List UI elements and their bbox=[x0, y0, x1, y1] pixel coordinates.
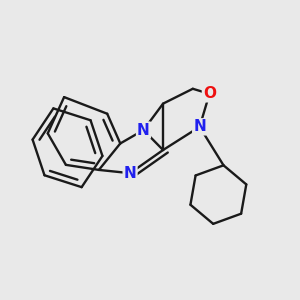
Text: N: N bbox=[124, 166, 136, 181]
Text: N: N bbox=[137, 123, 150, 138]
Text: N: N bbox=[193, 119, 206, 134]
Text: O: O bbox=[203, 86, 216, 101]
